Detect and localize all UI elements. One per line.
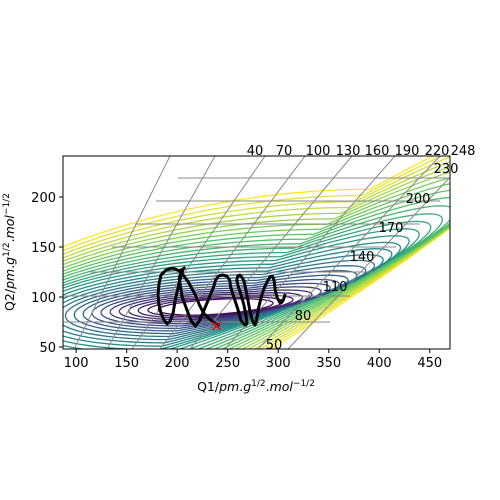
contour-line: [63, 196, 450, 349]
contour-line: [63, 166, 450, 349]
y-tick-label: 150: [31, 241, 56, 256]
contour-level-label: 50: [266, 338, 283, 353]
contour-level-label: 70: [276, 144, 293, 159]
grid-line: [189, 156, 353, 349]
contour-level-label: 100: [306, 144, 331, 159]
contour-line: [91, 278, 340, 330]
grid-line: [73, 156, 171, 349]
contour-line: [63, 241, 402, 349]
x-tick-label: 350: [316, 356, 341, 371]
contour-line: [118, 289, 313, 323]
contour-line: [63, 183, 450, 349]
contour-line: [128, 292, 304, 321]
y-tick-label: 100: [31, 291, 56, 306]
contour-line: [64, 265, 367, 338]
contour-line: [63, 160, 450, 349]
contour-level-label: 80: [295, 309, 312, 324]
x-tick-label: 450: [417, 356, 442, 371]
x-tick-label: 100: [64, 356, 89, 371]
x-tick-label: 300: [266, 356, 291, 371]
contour-line: [147, 296, 284, 318]
x-tick-label: 150: [114, 356, 139, 371]
y-axis-label: Q2/pm.g1/2.mol−1/2: [2, 193, 17, 311]
grid-line: [257, 156, 441, 349]
contour-level-label: 248: [451, 144, 476, 159]
contour-line: [63, 189, 450, 349]
contour-level-label: 220: [425, 144, 450, 159]
contour-line: [63, 228, 420, 349]
x-axis-label: Q1/pm.g1/2.mol−1/2: [197, 379, 315, 394]
contour-level-label: 200: [406, 192, 431, 207]
contour-level-label: 130: [336, 144, 361, 159]
contour-line: [63, 156, 450, 349]
grid-line: [159, 156, 306, 349]
y-tick-label: 50: [39, 341, 56, 356]
grid-line: [224, 156, 396, 349]
trajectory-group: [156, 266, 287, 331]
contour-line: [63, 156, 450, 349]
plot-frame: [62, 155, 451, 350]
contour-level-label: 230: [434, 162, 459, 177]
perspective-grid: [63, 156, 450, 349]
x-tick-label: 250: [215, 356, 240, 371]
contour-level-label: 110: [323, 280, 348, 295]
x-tick-label: 400: [367, 356, 392, 371]
start-marker: [212, 321, 222, 331]
x-tick-label: 200: [165, 356, 190, 371]
contour-level-label: 190: [395, 144, 420, 159]
contour-line: [63, 171, 450, 349]
axis-ticks: 100 150 200 250 300 350 400 450 50 100 150 200: [31, 191, 442, 371]
contour-level-label: 140: [350, 250, 375, 265]
contour-level-label: 170: [379, 221, 404, 236]
y-tick-label: 200: [31, 191, 56, 206]
contour-line: [63, 156, 450, 349]
contour-level-label: 160: [365, 144, 390, 159]
trajectory-line: [156, 266, 287, 328]
contour-line: [137, 294, 294, 319]
grid-line: [287, 176, 450, 349]
contour-line: [63, 176, 450, 349]
grid-line: [131, 156, 266, 349]
contour-line: [63, 259, 376, 341]
grid-line: [106, 156, 216, 349]
contour-level-label: 40: [247, 144, 264, 159]
contour-line: [63, 220, 432, 349]
